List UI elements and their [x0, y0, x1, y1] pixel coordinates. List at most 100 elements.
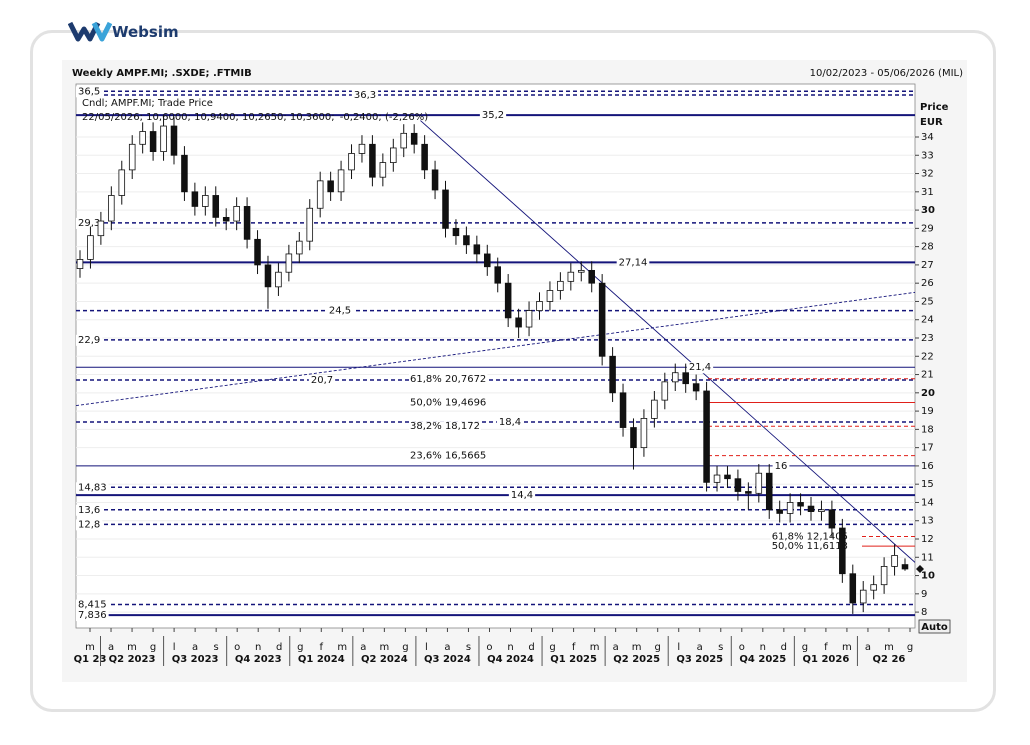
logo-text: Websim	[112, 23, 179, 41]
candle-body	[275, 271, 282, 288]
level-label: 7,836	[78, 610, 107, 621]
quarter-label: Q4 2023	[235, 654, 282, 665]
candle-body	[891, 555, 898, 567]
x-tick-label: a	[444, 642, 450, 653]
candle-body	[588, 269, 595, 284]
candle-body	[734, 478, 742, 492]
candle-body	[828, 509, 836, 529]
quarter-label: Q2 26	[873, 654, 906, 665]
candle-body	[536, 301, 543, 311]
candle-body	[859, 589, 867, 604]
y-label: Price	[920, 102, 949, 113]
info-change: -0,2400; (-2,26%)	[340, 112, 428, 123]
candle-body	[870, 584, 877, 591]
y-tick-label: 12	[921, 534, 934, 545]
y-tick-label: 27	[921, 260, 934, 271]
y-tick-label: 26	[921, 278, 934, 289]
quarter-label: Q3 2024	[424, 654, 471, 665]
x-tick-label: a	[360, 642, 366, 653]
x-tick-label: m	[337, 642, 347, 653]
candle-body	[818, 509, 825, 512]
fib-label: 23,6% 16,5665	[410, 451, 486, 462]
level-label-bg	[76, 610, 109, 622]
level-label-bg	[479, 110, 507, 122]
level-label: 8,415	[78, 600, 107, 611]
candle-body	[358, 143, 366, 154]
x-tick-label: o	[486, 642, 492, 653]
candle-body	[160, 125, 167, 153]
level-label: 27,14	[619, 257, 648, 268]
candle-body	[515, 317, 522, 328]
x-tick-label: m	[884, 642, 894, 653]
date-range: 10/02/2023 - 05/06/2026 (MIL)	[810, 68, 963, 79]
candle-body	[327, 180, 334, 193]
y-tick-label: 28	[921, 242, 934, 253]
candle-body	[755, 472, 763, 494]
candle-body	[661, 381, 669, 401]
x-tick-label: m	[632, 642, 642, 653]
x-tick-label: m	[590, 642, 600, 653]
candle-body	[390, 147, 397, 163]
y-unit: EUR	[920, 117, 943, 128]
candle-body	[348, 153, 355, 171]
candle-body	[494, 266, 501, 284]
y-tick-label: 19	[921, 406, 934, 417]
quarter-label: Q1 2025	[550, 654, 597, 665]
x-tick-label: a	[108, 642, 114, 653]
level-label: 13,6	[78, 505, 100, 516]
x-tick-label: g	[150, 642, 156, 653]
x-tick-label: d	[781, 642, 787, 653]
x-tick-label: g	[655, 642, 661, 653]
x-tick-label: s	[718, 642, 723, 653]
quarter-label: Q2 2025	[613, 654, 660, 665]
candle-body	[776, 509, 783, 514]
auto-button-label[interactable]: Auto	[921, 622, 948, 633]
card-frame	[30, 30, 996, 712]
candle-body	[264, 264, 272, 288]
y-tick-label: 20	[921, 388, 935, 399]
level-label-bg	[76, 504, 103, 516]
candle-body	[724, 474, 731, 480]
candle-body	[786, 502, 794, 514]
y-tick-label: 18	[921, 424, 934, 435]
auto-button[interactable]	[918, 619, 951, 634]
quarter-label: Q1 2026	[803, 654, 850, 665]
candle-body	[442, 189, 449, 229]
candle-body	[546, 290, 554, 302]
level-label: 29,3	[78, 218, 100, 229]
candle-body	[557, 280, 564, 291]
x-tick-label: g	[297, 642, 303, 653]
y-tick-label: 17	[921, 443, 934, 454]
candle-body	[598, 282, 606, 357]
level-label-bg	[326, 305, 354, 317]
quarter-label: Q1 2024	[298, 654, 345, 665]
y-tick-label: 8	[921, 607, 927, 618]
info-line: 22/05/2026; 10,6000; 10,9400; 10,2650; 1…	[82, 112, 338, 123]
fib-label: 61,8% 20,7672	[410, 374, 486, 385]
y-tick-label: 11	[921, 552, 934, 563]
logo-icon	[68, 21, 112, 42]
fib-label: 50,0% 11,6113	[772, 541, 848, 552]
candle-body	[369, 143, 376, 178]
x-tick-label: l	[425, 642, 428, 653]
y-tick-label: 14	[921, 497, 934, 508]
candle-body	[797, 502, 804, 507]
level-label-bg	[76, 217, 103, 229]
level-label: 22,9	[78, 335, 100, 346]
x-tick-label: l	[173, 642, 176, 653]
x-tick-label: f	[572, 642, 576, 653]
candle-body	[139, 131, 146, 145]
candle-body	[463, 235, 470, 246]
x-tick-label: d	[528, 642, 534, 653]
candle-body	[651, 399, 658, 419]
x-tick-label: s	[466, 642, 471, 653]
candle-body	[901, 564, 909, 570]
y-tick-label: 32	[921, 169, 934, 180]
level-label-bg	[76, 482, 109, 494]
candle-body	[233, 206, 240, 222]
candle-body	[149, 131, 157, 153]
candle-body	[108, 195, 115, 222]
candle-body	[97, 220, 105, 237]
x-tick-label: m	[85, 642, 95, 653]
x-tick-label: a	[697, 642, 703, 653]
